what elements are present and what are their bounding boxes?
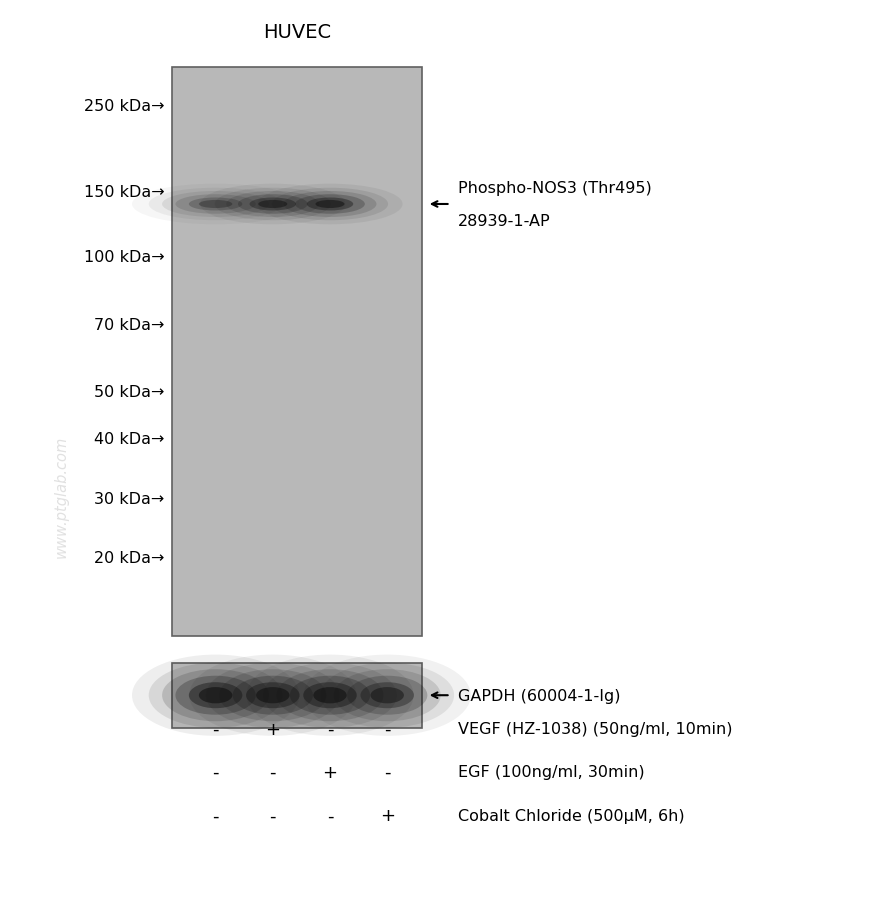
Ellipse shape [219,669,326,722]
Text: -: - [384,720,391,738]
Ellipse shape [149,663,282,728]
Ellipse shape [189,198,242,211]
Text: -: - [384,763,391,781]
Ellipse shape [175,676,256,715]
Ellipse shape [276,669,384,722]
Text: -: - [212,763,219,781]
Bar [172,663,422,728]
Text: www.ptglab.com: www.ptglab.com [54,435,70,557]
Text: -: - [212,720,219,738]
Text: +: + [322,763,338,781]
Ellipse shape [246,655,414,736]
Ellipse shape [263,663,397,728]
Ellipse shape [215,189,331,221]
Text: 30 kDa→: 30 kDa→ [94,492,165,506]
Ellipse shape [258,185,403,225]
Ellipse shape [206,663,340,728]
Text: +: + [379,806,395,824]
Text: -: - [326,806,334,824]
Ellipse shape [313,687,347,704]
Text: -: - [326,720,334,738]
Text: -: - [269,763,276,781]
Text: Phospho-NOS3 (Thr495): Phospho-NOS3 (Thr495) [458,180,651,196]
Ellipse shape [175,195,256,215]
Text: +: + [265,720,281,738]
Ellipse shape [315,201,345,208]
Text: 70 kDa→: 70 kDa→ [94,318,165,332]
Bar [172,68,422,636]
Text: 28939-1-AP: 28939-1-AP [458,214,550,229]
Ellipse shape [232,676,313,715]
Ellipse shape [149,189,282,221]
Text: EGF (100ng/ml, 30min): EGF (100ng/ml, 30min) [458,765,644,779]
Ellipse shape [132,655,299,736]
Text: -: - [269,806,276,824]
Ellipse shape [189,655,356,736]
Ellipse shape [295,195,365,215]
Ellipse shape [162,669,269,722]
Text: -: - [212,806,219,824]
Text: 50 kDa→: 50 kDa→ [94,385,165,400]
Text: 40 kDa→: 40 kDa→ [94,432,165,446]
Ellipse shape [320,663,454,728]
Ellipse shape [238,195,308,215]
Ellipse shape [226,192,319,217]
Ellipse shape [246,683,299,708]
Ellipse shape [304,683,356,708]
Ellipse shape [347,676,428,715]
Text: 100 kDa→: 100 kDa→ [84,250,165,264]
Text: 250 kDa→: 250 kDa→ [84,99,165,114]
Ellipse shape [307,198,353,211]
Ellipse shape [370,687,404,704]
Text: HUVEC: HUVEC [263,23,331,42]
Ellipse shape [162,192,269,217]
Text: Cobalt Chloride (500μM, 6h): Cobalt Chloride (500μM, 6h) [458,808,685,823]
Ellipse shape [283,192,377,217]
Text: 20 kDa→: 20 kDa→ [94,550,165,565]
Ellipse shape [250,198,296,211]
Ellipse shape [189,683,242,708]
Ellipse shape [361,683,414,708]
Text: VEGF (HZ-1038) (50ng/ml, 10min): VEGF (HZ-1038) (50ng/ml, 10min) [458,722,732,736]
Ellipse shape [334,669,441,722]
Ellipse shape [199,201,232,208]
Ellipse shape [304,655,471,736]
Ellipse shape [290,676,370,715]
Ellipse shape [199,687,232,704]
Ellipse shape [256,687,290,704]
Text: GAPDH (60004-1-Ig): GAPDH (60004-1-Ig) [458,688,620,703]
Ellipse shape [200,185,346,225]
Text: 150 kDa→: 150 kDa→ [84,185,165,199]
Ellipse shape [258,201,287,208]
Ellipse shape [272,189,388,221]
